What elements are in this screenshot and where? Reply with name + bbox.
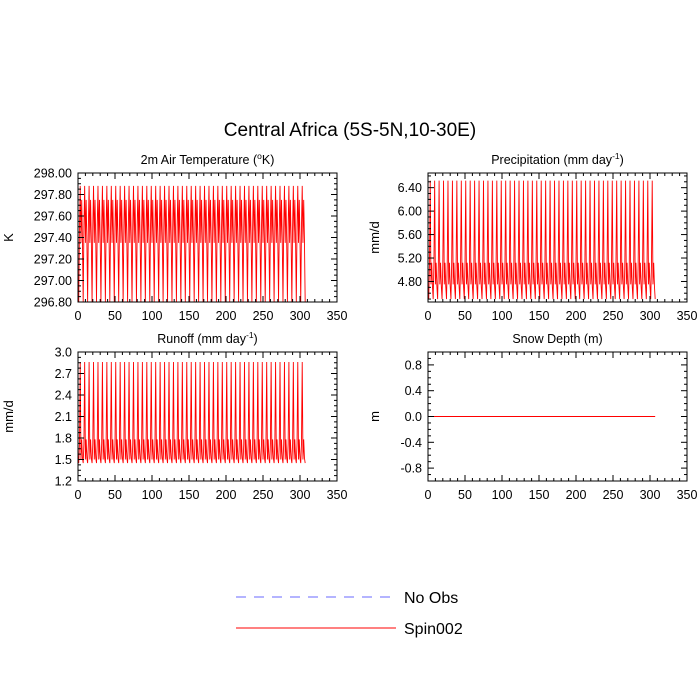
x-tick-label: 200 [566, 488, 587, 502]
y-tick-label: 0.4 [405, 384, 422, 398]
series-line-1 [78, 362, 306, 464]
x-tick-label: 0 [425, 309, 432, 323]
y-tick-label: 296.80 [34, 296, 72, 310]
panel-3: 0 50 100 150 200 250 300 350 1.2 1.5 1.8 2.1 2.4 2.7 3… [1, 330, 347, 502]
plot-frame [427, 172, 688, 303]
y-tick-label: -0.8 [400, 462, 422, 476]
y-axis-label: mm/d [367, 221, 382, 254]
x-tick-label: 350 [677, 309, 698, 323]
y-tick-label: 1.8 [55, 432, 72, 446]
x-tick-label: 150 [179, 488, 200, 502]
x-tick-label: 350 [327, 309, 348, 323]
x-tick-label: 0 [425, 488, 432, 502]
series-line-1 [78, 185, 306, 303]
x-tick-label: 300 [640, 309, 661, 323]
x-tick-label: 300 [640, 488, 661, 502]
y-axis-label: m [367, 411, 382, 422]
y-tick-label: -0.4 [400, 436, 422, 450]
x-tick-label: 200 [566, 309, 587, 323]
panel-2: 0 50 100 150 200 250 300 350 4.80 5.20 5.60 6.00 6.4… [367, 151, 697, 323]
x-tick-label: 300 [290, 309, 311, 323]
panel-title: Precipitation (mm day-1) [491, 151, 624, 167]
x-tick-label: 300 [290, 488, 311, 502]
x-tick-label: 150 [529, 309, 550, 323]
y-tick-label: 297.20 [34, 253, 72, 267]
y-tick-label: 2.1 [55, 410, 72, 424]
series-line-1 [428, 180, 656, 300]
x-tick-label: 50 [108, 309, 122, 323]
y-tick-label: 1.5 [55, 453, 72, 467]
x-tick-label: 50 [108, 488, 122, 502]
legend-label-spin002: Spin002 [404, 621, 463, 638]
y-axis-label: mm/d [1, 400, 16, 433]
y-tick-label: 0.8 [405, 358, 422, 372]
x-tick-label: 350 [677, 488, 698, 502]
x-tick-label: 200 [216, 309, 237, 323]
panel-1: 0 50 100 150 200 250 300 350 296.80 297.00 297.20 2… [1, 151, 347, 323]
y-tick-label: 1.2 [55, 475, 72, 489]
x-tick-label: 250 [253, 488, 274, 502]
x-tick-label: 150 [179, 309, 200, 323]
y-axis-label: K [1, 233, 16, 242]
y-tick-label: 2.7 [55, 367, 72, 381]
y-tick-label: 4.80 [398, 275, 422, 289]
x-tick-label: 100 [492, 309, 513, 323]
y-tick-label: 5.60 [398, 228, 422, 242]
legend: No Obs Spin002 [236, 590, 463, 638]
panel-title: Runoff (mm day-1) [157, 330, 257, 346]
y-tick-label: 298.00 [34, 167, 72, 181]
x-tick-label: 200 [216, 488, 237, 502]
y-tick-label: 297.60 [34, 210, 72, 224]
panel-title: 2m Air Temperature (oK) [141, 151, 275, 167]
x-tick-label: 250 [253, 309, 274, 323]
figure-title: Central Africa (5S-5N,10-30E) [224, 120, 476, 141]
x-tick-label: 50 [458, 309, 472, 323]
x-tick-label: 0 [75, 309, 82, 323]
x-tick-label: 100 [142, 309, 163, 323]
y-tick-label: 6.00 [398, 205, 422, 219]
y-tick-label: 297.40 [34, 231, 72, 245]
y-tick-label: 297.80 [34, 188, 72, 202]
panels: 0 50 100 150 200 250 300 350 296.80 297.00 297.20 2… [1, 151, 697, 502]
x-tick-label: 250 [603, 309, 624, 323]
x-tick-label: 100 [142, 488, 163, 502]
y-tick-label: 6.40 [398, 181, 422, 195]
y-tick-label: 0.0 [405, 410, 422, 424]
y-tick-label: 3.0 [55, 346, 72, 360]
x-tick-label: 0 [75, 488, 82, 502]
x-tick-label: 100 [492, 488, 513, 502]
x-tick-label: 250 [603, 488, 624, 502]
y-tick-label: 2.4 [55, 389, 72, 403]
panel-title: Snow Depth (m) [512, 332, 602, 346]
x-tick-label: 50 [458, 488, 472, 502]
x-tick-label: 150 [529, 488, 550, 502]
legend-label-no-obs: No Obs [404, 590, 458, 607]
x-tick-label: 350 [327, 488, 348, 502]
y-tick-label: 5.20 [398, 252, 422, 266]
y-tick-label: 297.00 [34, 274, 72, 288]
panel-4: 0 50 100 150 200 250 300 350 -0.8 -0.4 0.0 0.4 0.8 m S… [367, 332, 697, 502]
